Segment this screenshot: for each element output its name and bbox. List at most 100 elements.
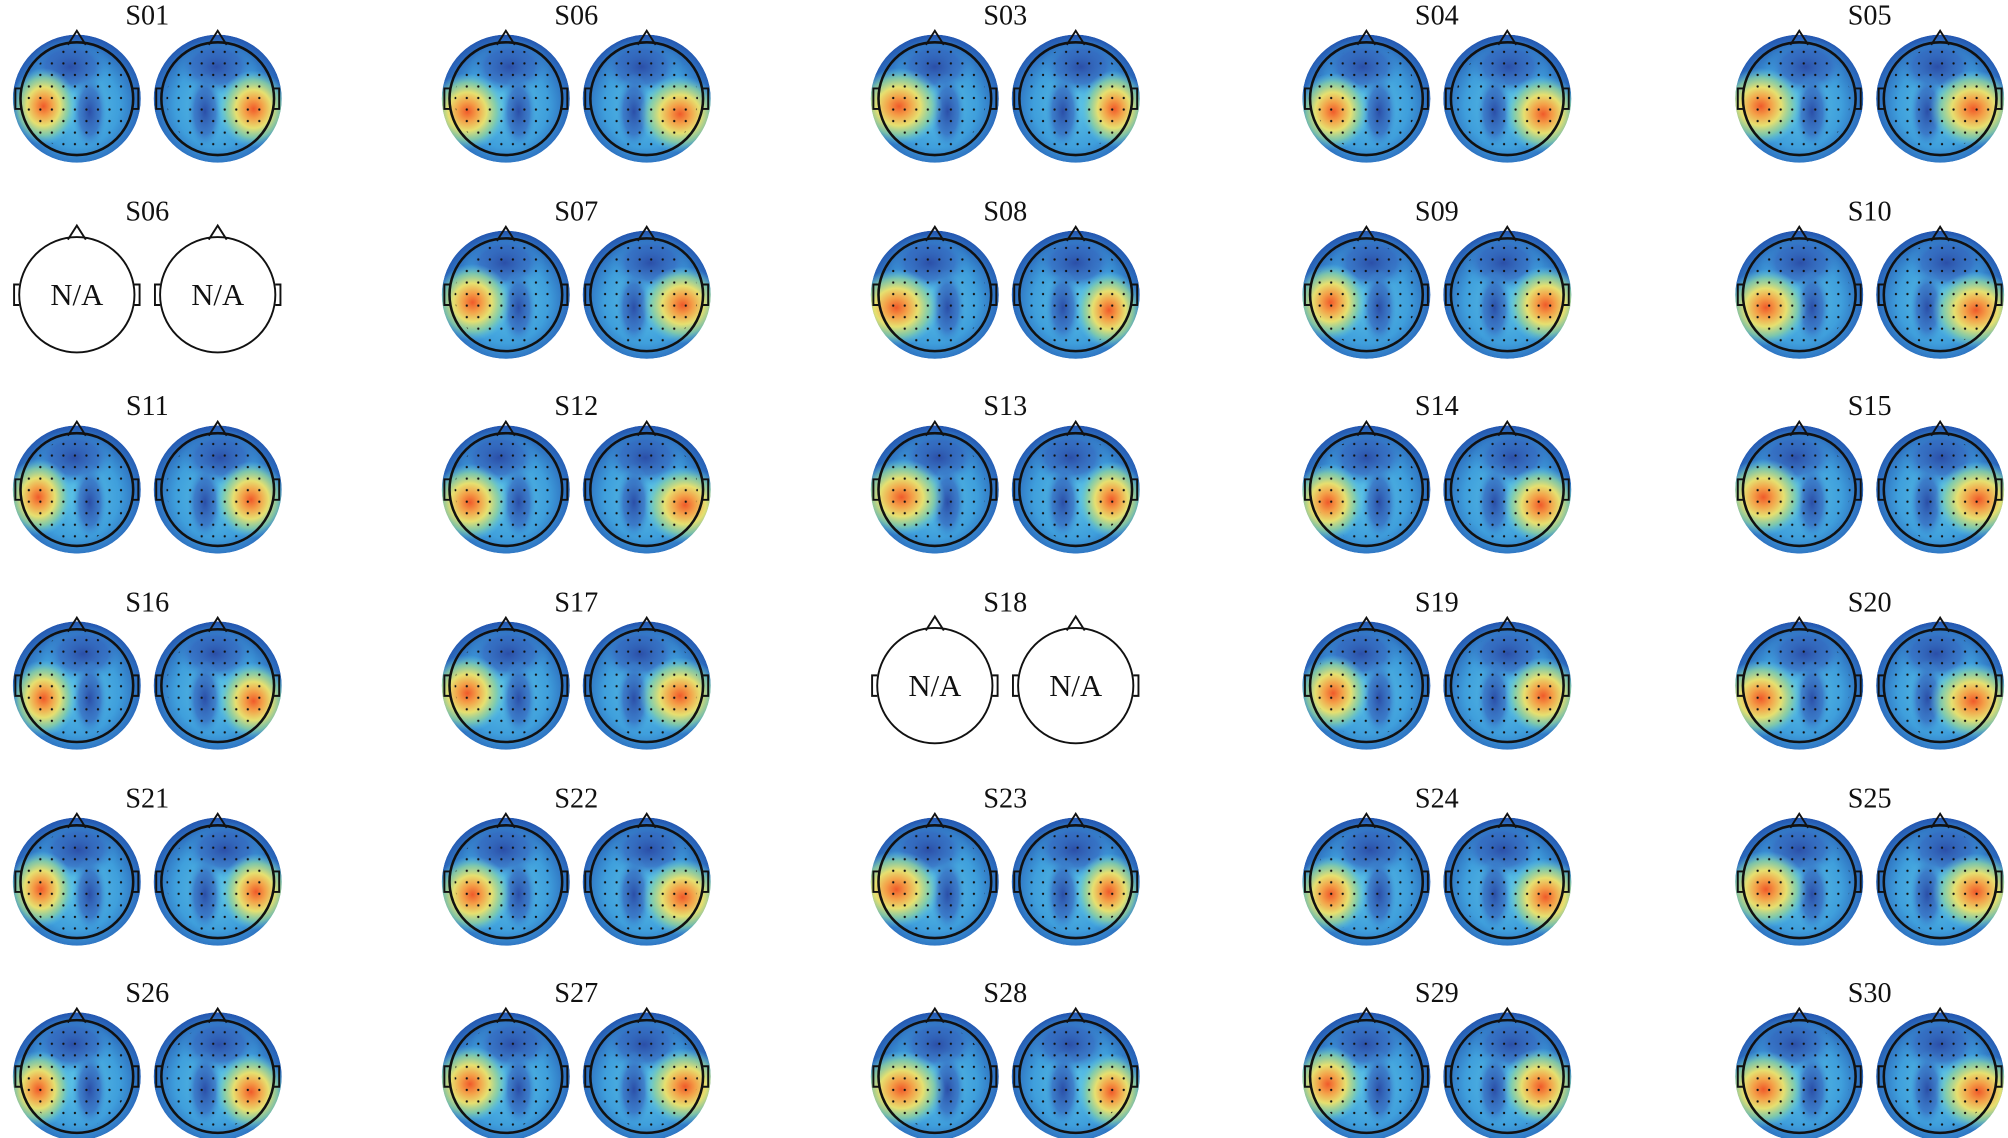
topomap [1302,817,1431,946]
nose [1789,615,1810,633]
electrodes [1024,1025,1127,1128]
subject-panel: S05 [1735,0,2005,163]
topomap [582,425,711,554]
subject-label: S05 [1848,0,1892,31]
nose [1789,419,1810,437]
topomap [1876,230,2005,359]
electrodes [1024,830,1127,933]
topomap [1876,817,2005,946]
nose [1065,419,1086,437]
ear [443,1065,450,1088]
electrodes [595,634,698,737]
topomap [582,1012,711,1138]
head-outline [1308,824,1425,940]
ear [991,478,998,501]
subject-panel: S10 [1735,196,2005,359]
nose [67,615,87,633]
nose [67,1006,87,1024]
subject-panel: S12 [441,391,711,554]
electrodes [454,243,558,347]
electrodes [1456,634,1559,737]
na-label: N/A [908,669,961,703]
ear [155,87,162,110]
electrodes [454,634,558,737]
nose [636,1006,657,1024]
electrodes [1456,438,1559,541]
nose [1065,811,1086,829]
head-outline [19,824,135,940]
ear [1996,283,2003,306]
ear [134,283,141,306]
ear [1563,870,1570,893]
ear [1132,283,1139,306]
topomap [1443,1012,1572,1138]
topomap [1443,34,1572,163]
ear [584,674,591,697]
head-outline [1882,237,1998,353]
electrodes [1456,830,1559,933]
topomap [1876,425,2005,554]
ear [1303,283,1311,306]
ear [14,87,21,110]
ear [1877,1065,1884,1088]
topomap [441,425,570,554]
electrodes [1315,243,1418,347]
ear [443,478,450,501]
head-outline [1449,824,1565,940]
ear [872,870,879,893]
nose [1497,225,1518,242]
ear [1855,870,1862,893]
nose [207,419,228,437]
nose [925,1006,945,1024]
head-outline [448,237,564,353]
ear [584,1065,591,1088]
nose [207,223,228,241]
nose [67,419,87,437]
nose [1497,28,1518,46]
electrodes [1315,634,1418,737]
electrodes [595,1025,698,1128]
nose [1930,615,1950,633]
electrodes [1888,1025,1992,1128]
electrodes [1315,438,1418,541]
electrodes [1748,634,1851,737]
head-outline [1882,1018,1998,1135]
ear [1855,87,1862,110]
topomap [1011,425,1140,554]
electrodes [883,1025,987,1128]
subject-label: S20 [1848,587,1892,618]
nose [636,419,657,437]
head-outline [1741,41,1857,157]
electrodes [1888,243,1992,347]
electrodes [454,830,558,933]
topomap [1876,1012,2005,1138]
ear [562,870,569,893]
subject-panel: S19 [1302,587,1572,750]
nose [1930,811,1950,829]
subject-label: S14 [1415,391,1459,422]
nose [1356,419,1377,437]
ear [584,283,591,306]
ear [133,87,140,110]
head-outline [1449,431,1565,548]
head-outline [1308,41,1425,157]
topomap [1011,230,1140,359]
head-outline [589,1018,705,1135]
nose [496,419,516,437]
electrodes [883,438,987,541]
nose [1356,28,1377,46]
ear [1877,478,1884,501]
topomap [1876,621,2005,750]
ear [1877,870,1884,893]
head-outline [1741,237,1857,353]
ear [1877,87,1884,110]
ear [562,478,569,501]
head-outline [1741,1018,1857,1135]
topomap [1735,425,1864,554]
electrodes [166,438,269,541]
topomap [870,34,999,163]
ear [1444,1065,1451,1088]
subject-panel: S13 [870,391,1140,554]
ear [1736,1065,1743,1088]
